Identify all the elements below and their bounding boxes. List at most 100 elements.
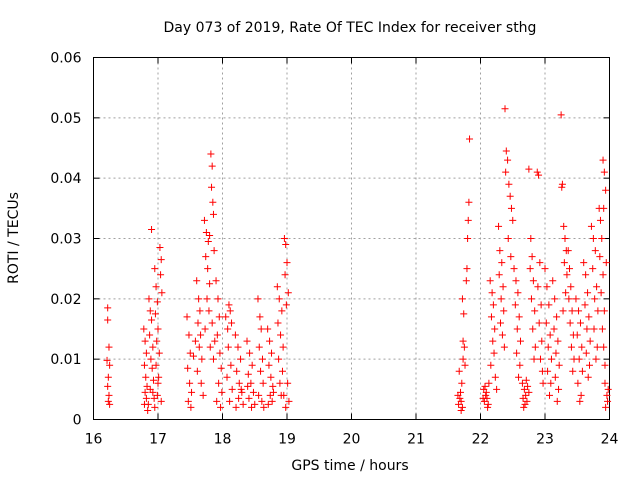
- data-point: [484, 400, 492, 408]
- data-point: [265, 361, 273, 369]
- data-point: [535, 319, 543, 327]
- data-point: [485, 379, 493, 387]
- data-point: [457, 406, 465, 414]
- x-tick-label: 21: [407, 432, 425, 448]
- data-point: [458, 295, 466, 303]
- data-point: [282, 301, 290, 309]
- data-point: [244, 370, 252, 378]
- data-point: [145, 295, 153, 303]
- data-point: [547, 379, 555, 387]
- data-point: [104, 316, 112, 324]
- data-point: [513, 325, 521, 333]
- data-point: [525, 388, 533, 396]
- data-point: [559, 307, 567, 315]
- data-point: [232, 403, 240, 411]
- data-point: [209, 355, 217, 363]
- data-point: [536, 259, 544, 267]
- data-point: [598, 235, 606, 242]
- data-point: [213, 397, 221, 405]
- data-point: [227, 361, 235, 369]
- data-point: [572, 295, 580, 303]
- data-point: [551, 373, 559, 381]
- data-point: [209, 198, 217, 206]
- data-point: [546, 331, 554, 339]
- data-point: [576, 397, 584, 405]
- data-point: [280, 391, 288, 399]
- data-point: [601, 361, 609, 369]
- data-point: [455, 367, 463, 375]
- y-tick-label: 0.02: [50, 292, 81, 308]
- data-point: [507, 253, 515, 261]
- data-point: [493, 385, 501, 393]
- data-point: [484, 403, 492, 411]
- data-point: [248, 361, 256, 369]
- data-point: [155, 349, 163, 357]
- data-point: [544, 367, 552, 375]
- data-point: [501, 105, 509, 113]
- data-point: [551, 295, 559, 303]
- data-point: [245, 394, 253, 402]
- data-point: [214, 295, 222, 303]
- data-point: [151, 403, 159, 411]
- data-point: [602, 186, 610, 194]
- data-point: [106, 361, 114, 369]
- data-point: [255, 391, 263, 399]
- data-point: [224, 343, 232, 351]
- data-point: [217, 403, 225, 411]
- x-axis-title: GPS time / hours: [291, 458, 408, 474]
- data-point: [225, 301, 233, 309]
- data-point: [596, 216, 604, 224]
- y-tick-label: 0.04: [50, 171, 81, 187]
- data-point: [567, 283, 575, 291]
- data-point: [155, 373, 163, 381]
- data-point: [281, 271, 289, 279]
- data-point: [147, 355, 155, 363]
- data-point: [491, 325, 499, 333]
- x-tick-label: 18: [214, 432, 232, 448]
- data-point: [480, 397, 488, 405]
- data-point: [266, 391, 274, 399]
- x-tick-label: 20: [343, 432, 361, 448]
- data-point: [206, 343, 214, 351]
- data-point: [257, 325, 265, 333]
- data-point: [206, 280, 214, 288]
- data-point: [208, 162, 216, 170]
- data-point: [264, 325, 272, 333]
- data-point: [500, 307, 508, 315]
- data-point: [461, 361, 469, 369]
- data-point: [466, 135, 474, 143]
- data-point: [258, 397, 266, 405]
- data-point: [586, 361, 594, 369]
- data-point: [157, 256, 165, 264]
- data-point: [513, 349, 521, 357]
- data-point: [547, 355, 555, 363]
- data-point: [487, 361, 495, 369]
- data-point: [260, 403, 268, 411]
- data-point: [599, 156, 607, 164]
- data-point: [528, 253, 536, 261]
- data-point: [205, 307, 213, 315]
- data-point: [520, 403, 528, 411]
- data-point: [187, 403, 195, 411]
- data-point: [233, 367, 241, 375]
- data-point: [587, 222, 595, 230]
- data-point: [282, 241, 290, 249]
- data-point: [275, 355, 283, 363]
- data-point: [204, 238, 212, 246]
- data-point: [516, 361, 524, 369]
- data-point: [148, 364, 156, 372]
- data-point: [565, 295, 573, 303]
- data-point: [479, 394, 487, 402]
- data-point: [585, 313, 593, 321]
- data-point: [546, 391, 554, 399]
- x-tick-label: 16: [85, 432, 103, 448]
- data-point: [222, 313, 230, 321]
- data-point: [210, 247, 218, 255]
- data-point: [558, 183, 566, 191]
- data-point: [268, 349, 276, 357]
- data-point: [238, 388, 246, 396]
- data-point: [578, 367, 586, 375]
- data-point: [504, 235, 512, 242]
- data-point: [224, 325, 232, 333]
- data-point: [264, 400, 272, 408]
